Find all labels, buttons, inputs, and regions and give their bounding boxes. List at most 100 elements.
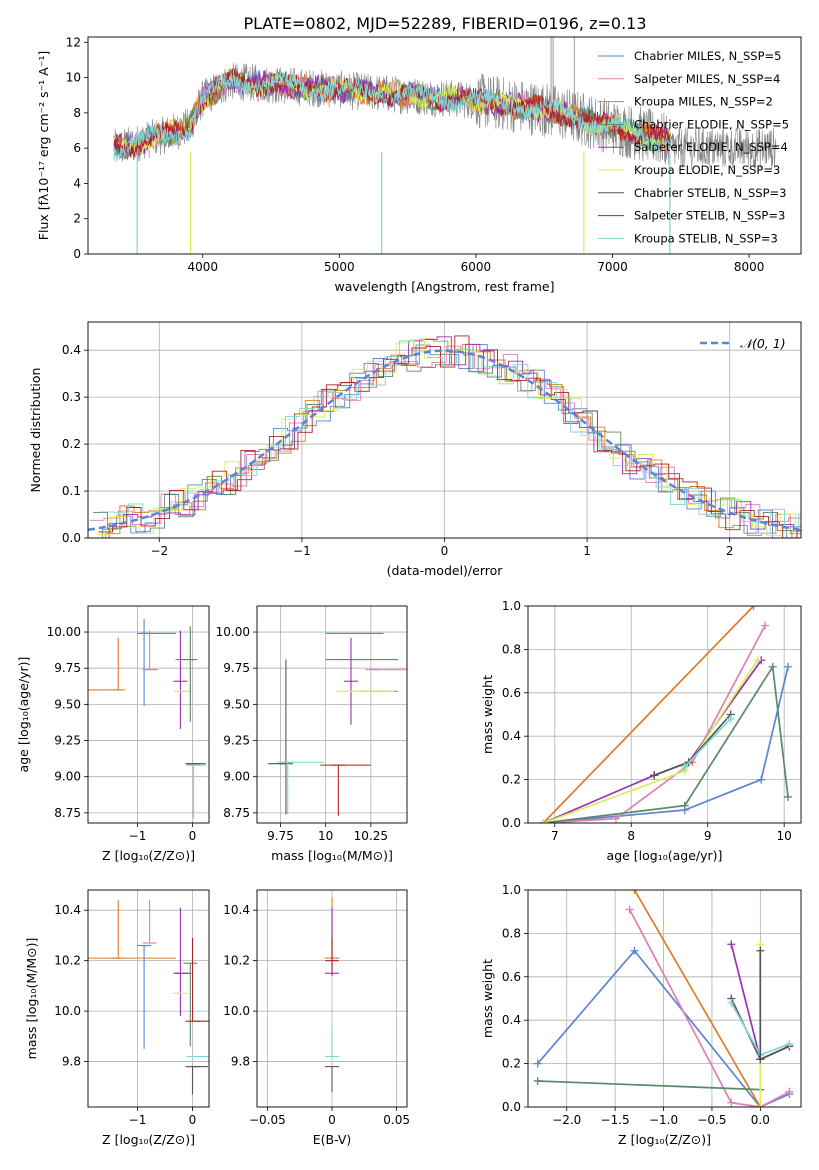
- y-tick-label: 0.4: [502, 729, 521, 743]
- y-tick-label: 8: [73, 106, 81, 120]
- series-chabrier-stelib: [756, 946, 765, 1064]
- x-tick-label: 5000: [324, 260, 355, 274]
- y-axis-label: Normed distribution: [28, 368, 43, 493]
- y-tick-label: 9.8: [231, 1055, 250, 1069]
- spectrum-legend: Chabrier MILES, N_SSP=5 Salpeter MILES, N…: [598, 49, 789, 245]
- y-tick-label: 9.75: [54, 661, 81, 675]
- x-tick-label: −2.0: [552, 1113, 581, 1127]
- y-tick-label: 10.2: [54, 954, 81, 968]
- y-tick-label: 12: [66, 35, 81, 49]
- panel-residuals: −2 −1 0 1 2 0.0 0.1 0.2 0.3 0.4 (data-model)/error…: [28, 321, 802, 578]
- errorbar-point-8: [185, 1066, 208, 1095]
- plus-marker: [539, 819, 548, 823]
- panel-mw_metal: −2.0 −1.5 −1.0 −0.5 0.0 0.0 0.2 0.4 0.6 0.8 1.0 Z […: [480, 883, 802, 1147]
- legend-label: Chabrier STELIB, N_SSP=3: [634, 186, 786, 200]
- y-tick-label: 9.25: [54, 734, 81, 748]
- x-axis-label: Z [log₁₀(Z/Z⊙)]: [618, 1132, 711, 1147]
- errorbar-point-6: [267, 659, 293, 815]
- plus-marker: [749, 606, 758, 610]
- x-tick-label: −1.5: [601, 1113, 630, 1127]
- axes-frame: [256, 605, 408, 824]
- plus-marker: [533, 1059, 542, 1068]
- plot-area: [88, 900, 209, 1095]
- y-tick-label: 1.0: [502, 599, 521, 613]
- series-chabrier-elodie: [533, 1076, 765, 1094]
- series-chabrier-miles: [539, 662, 792, 823]
- y-tick-label: 9.25: [223, 734, 250, 748]
- y-tick-label: 0.3: [62, 390, 81, 404]
- y-tick-label: 0.1: [62, 484, 81, 498]
- series-line: [628, 909, 790, 1107]
- normal-curve: [88, 349, 801, 532]
- axes-frame: [87, 605, 210, 824]
- plus-marker: [761, 621, 770, 630]
- plot-area: [325, 897, 339, 1092]
- series-line: [542, 606, 755, 823]
- errorbar-point-6: [185, 937, 209, 1022]
- legend-label: Salpeter ELODIE, N_SSP=4: [634, 140, 788, 154]
- series-salpeter-miles: [539, 621, 770, 823]
- legend-label: Chabrier MILES, N_SSP=5: [634, 49, 781, 63]
- x-axis-label: Z [log₁₀(Z/Z⊙)]: [102, 1132, 195, 1147]
- x-tick-label: 10: [318, 829, 333, 843]
- plot-area: [88, 335, 801, 538]
- x-tick-label: −1: [129, 1113, 147, 1127]
- y-tick-label: 0.2: [502, 773, 521, 787]
- series-line: [543, 664, 789, 823]
- y-tick-label: 4: [73, 176, 81, 190]
- axes-frame: [87, 36, 802, 255]
- y-tick-label: 10.0: [54, 1004, 81, 1018]
- x-axis-label: E(B-V): [313, 1132, 352, 1147]
- legend-label: Kroupa ELODIE, N_SSP=3: [634, 163, 780, 177]
- series-kroupa-elodie: [539, 656, 762, 823]
- y-tick-label: 0.2: [502, 1057, 521, 1071]
- x-tick-label: 0: [189, 829, 197, 843]
- plus-marker: [785, 1040, 794, 1049]
- histogram-kroupa-elodie: [96, 339, 801, 538]
- panel-mass_metal: −1 0 9.8 10.0 10.2 10.4 Z [log₁₀(Z/Z⊙)] mass [l…: [24, 889, 210, 1147]
- plot-area: [533, 890, 794, 1107]
- plot-area: [267, 632, 407, 816]
- plus-marker: [756, 1055, 765, 1064]
- x-tick-label: 0: [328, 1113, 336, 1127]
- plus-marker: [650, 771, 659, 780]
- x-tick-label: 10.25: [354, 829, 388, 843]
- plus-marker: [727, 940, 736, 949]
- plot-area: [113, 37, 777, 254]
- plus-marker: [756, 946, 765, 955]
- plot-area: [88, 619, 206, 819]
- x-axis-label: wavelength [Angstrom, rest frame]: [334, 279, 554, 294]
- panel-mass_ebv: −0.05 0 0.05 9.8 10.0 10.2 10.4 E(B-V): [223, 889, 410, 1147]
- y-axis-label: age [log₁₀(age/yr)]: [16, 657, 31, 773]
- plus-marker: [785, 1087, 794, 1096]
- plus-marker: [756, 1103, 765, 1107]
- y-axis-label: mass weight: [480, 675, 495, 754]
- x-tick-label: −1: [129, 829, 147, 843]
- axes-frame: [87, 321, 802, 539]
- x-tick-label: 0.05: [383, 1113, 410, 1127]
- plus-marker: [726, 714, 735, 723]
- x-tick-label: 9.75: [267, 829, 294, 843]
- y-tick-label: 10.4: [54, 903, 81, 917]
- y-axis-label: mass [log₁₀(M/M⊙)]: [24, 938, 39, 1060]
- x-axis-label: age [log₁₀(age/yr)]: [607, 848, 723, 863]
- y-tick-label: 9.50: [223, 697, 250, 711]
- legend-label: Chabrier ELODIE, N_SSP=5: [634, 117, 789, 131]
- spectrum-model-kroupa-stelib: [113, 71, 670, 162]
- y-tick-label: 0: [73, 247, 81, 261]
- y-tick-label: 9.75: [223, 661, 250, 675]
- x-tick-label: −2: [150, 544, 168, 558]
- y-tick-label: 6: [73, 141, 81, 155]
- y-tick-label: 0.0: [502, 1100, 521, 1114]
- panel-age_mass: 9.75 10 10.25 8.75 9.00 9.25 9.50 9.75 10.00 mass…: [216, 605, 408, 863]
- y-tick-label: 9.8: [62, 1055, 81, 1069]
- plus-marker: [625, 905, 634, 914]
- y-tick-label: 2: [73, 212, 81, 226]
- y-tick-label: 8.75: [54, 806, 81, 820]
- y-axis-label: mass weight: [480, 959, 495, 1038]
- plus-marker: [611, 814, 620, 823]
- errorbar-point-8: [186, 764, 206, 819]
- histogram-salpeter-stelib: [98, 335, 801, 538]
- series-line: [633, 890, 762, 1107]
